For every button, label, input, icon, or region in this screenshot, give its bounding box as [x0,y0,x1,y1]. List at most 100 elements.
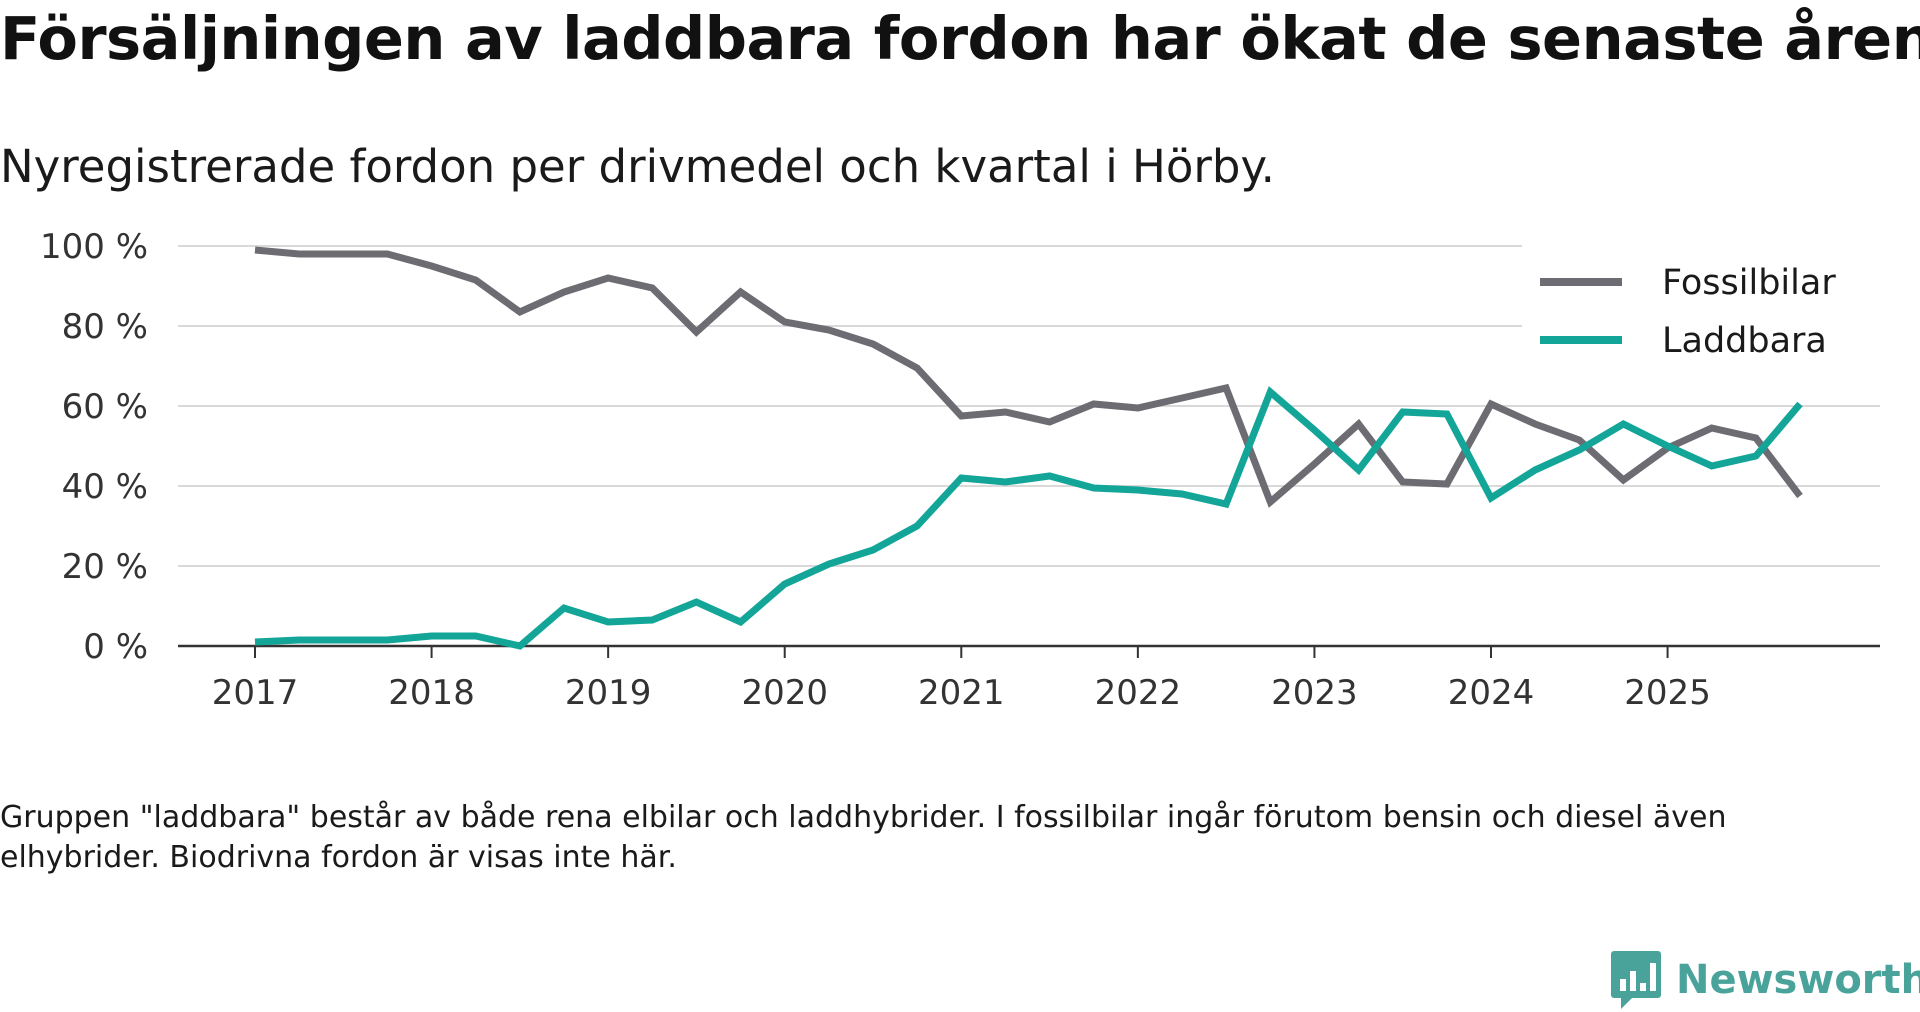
data-point-fossilbilar [828,330,829,331]
x-tick-label: 2019 [565,673,652,713]
data-point-laddbara [1270,392,1271,393]
data-point-laddbara [917,526,918,527]
data-point-fossilbilar [1711,428,1712,429]
data-point-laddbara [1711,466,1712,467]
data-point-fossilbilar [255,250,256,251]
data-point-fossilbilar [1182,398,1183,399]
data-point-laddbara [1446,414,1447,415]
x-tick-label: 2022 [1095,673,1182,713]
legend-label-fossilbilar: Fossilbilar [1662,263,1836,303]
data-point-fossilbilar [431,266,432,267]
x-tick-label: 2021 [918,673,1005,713]
data-point-fossilbilar [1226,388,1227,389]
y-tick-label: 40 % [62,467,148,507]
chart-subtitle: Nyregistrerade fordon per drivmedel och … [0,140,1275,193]
data-point-fossilbilar [608,278,609,279]
data-point-laddbara [1579,450,1580,451]
chart-legend: Fossilbilar Laddbara [1522,242,1882,380]
series-line-laddbara [254,386,1803,650]
data-point-fossilbilar [1800,496,1801,497]
data-point-laddbara [343,640,344,641]
data-point-laddbara [387,640,388,641]
data-point-laddbara [652,620,653,621]
data-point-fossilbilar [740,292,741,293]
data-point-fossilbilar [1491,404,1492,405]
x-tick-label: 2024 [1448,673,1535,713]
data-point-fossilbilar [1270,502,1271,503]
data-point-laddbara [431,636,432,637]
data-point-fossilbilar [1093,404,1094,405]
data-point-laddbara [1049,476,1050,477]
data-point-laddbara [1093,488,1094,489]
data-point-fossilbilar [961,416,962,417]
data-point-fossilbilar [696,332,697,333]
x-tick-label: 2017 [212,673,299,713]
y-tick-label: 20 % [62,547,148,587]
y-tick-label: 80 % [62,307,148,347]
data-point-laddbara [1623,424,1624,425]
data-point-fossilbilar [784,322,785,323]
x-tick-label: 2018 [388,673,475,713]
data-point-laddbara [1314,430,1315,431]
data-point-fossilbilar [1005,412,1006,413]
chart-title: Försäljningen av laddbara fordon har öka… [0,4,1920,73]
data-point-fossilbilar [1402,482,1403,483]
data-point-laddbara [1137,490,1138,491]
chart-footnote: Gruppen "laddbara" består av både rena e… [0,800,1727,875]
data-point-fossilbilar [1446,484,1447,485]
data-point-laddbara [696,602,697,603]
data-point-fossilbilar [387,254,388,255]
data-point-laddbara [1755,456,1756,457]
data-point-laddbara [740,622,741,623]
data-point-laddbara [564,608,565,609]
data-point-laddbara [299,640,300,641]
data-point-laddbara [828,564,829,565]
data-point-fossilbilar [652,288,653,289]
data-point-laddbara [475,636,476,637]
data-point-fossilbilar [917,368,918,369]
data-point-fossilbilar [1623,480,1624,481]
data-point-fossilbilar [475,280,476,281]
legend-background [1522,242,1882,380]
y-tick-label: 0 % [83,627,148,667]
data-point-fossilbilar [1535,424,1536,425]
y-tick-label: 100 % [40,227,148,267]
data-point-laddbara [1402,412,1403,413]
data-point-laddbara [873,550,874,551]
series-line-fossilbilar [254,246,1803,508]
data-point-fossilbilar [299,254,300,255]
data-point-fossilbilar [1755,438,1756,439]
data-point-fossilbilar [1358,424,1359,425]
data-point-fossilbilar [1137,408,1138,409]
data-point-laddbara [519,646,520,647]
x-tick-label: 2023 [1271,673,1358,713]
data-point-laddbara [1182,494,1183,495]
data-point-laddbara [1226,504,1227,505]
data-point-fossilbilar [343,254,344,255]
y-tick-label: 60 % [62,387,148,427]
data-point-laddbara [784,584,785,585]
x-tick-label: 2025 [1624,673,1711,713]
data-point-fossilbilar [564,292,565,293]
data-point-fossilbilar [519,312,520,313]
data-point-laddbara [1005,482,1006,483]
data-point-laddbara [1667,446,1668,447]
data-point-laddbara [1358,470,1359,471]
newsworthy-logo-icon [1611,951,1661,1009]
chart-series [254,246,1803,650]
data-point-laddbara [1800,404,1801,405]
data-point-fossilbilar [1049,422,1050,423]
data-point-laddbara [1535,470,1536,471]
newsworthy-logo: Newsworthy [1610,948,1920,1012]
data-point-fossilbilar [873,344,874,345]
data-point-laddbara [961,478,962,479]
x-tick-label: 2020 [741,673,828,713]
data-point-laddbara [1491,498,1492,499]
data-point-laddbara [255,642,256,643]
chart-axes: 0 % 20 % 40 % 60 % 80 % 100 % 2017 2018 2019 2020… [40,227,1880,713]
data-point-fossilbilar [1314,464,1315,465]
data-point-fossilbilar [1579,440,1580,441]
legend-label-laddbara: Laddbara [1662,321,1827,361]
brand-name: Newsworthy [1676,957,1920,1003]
